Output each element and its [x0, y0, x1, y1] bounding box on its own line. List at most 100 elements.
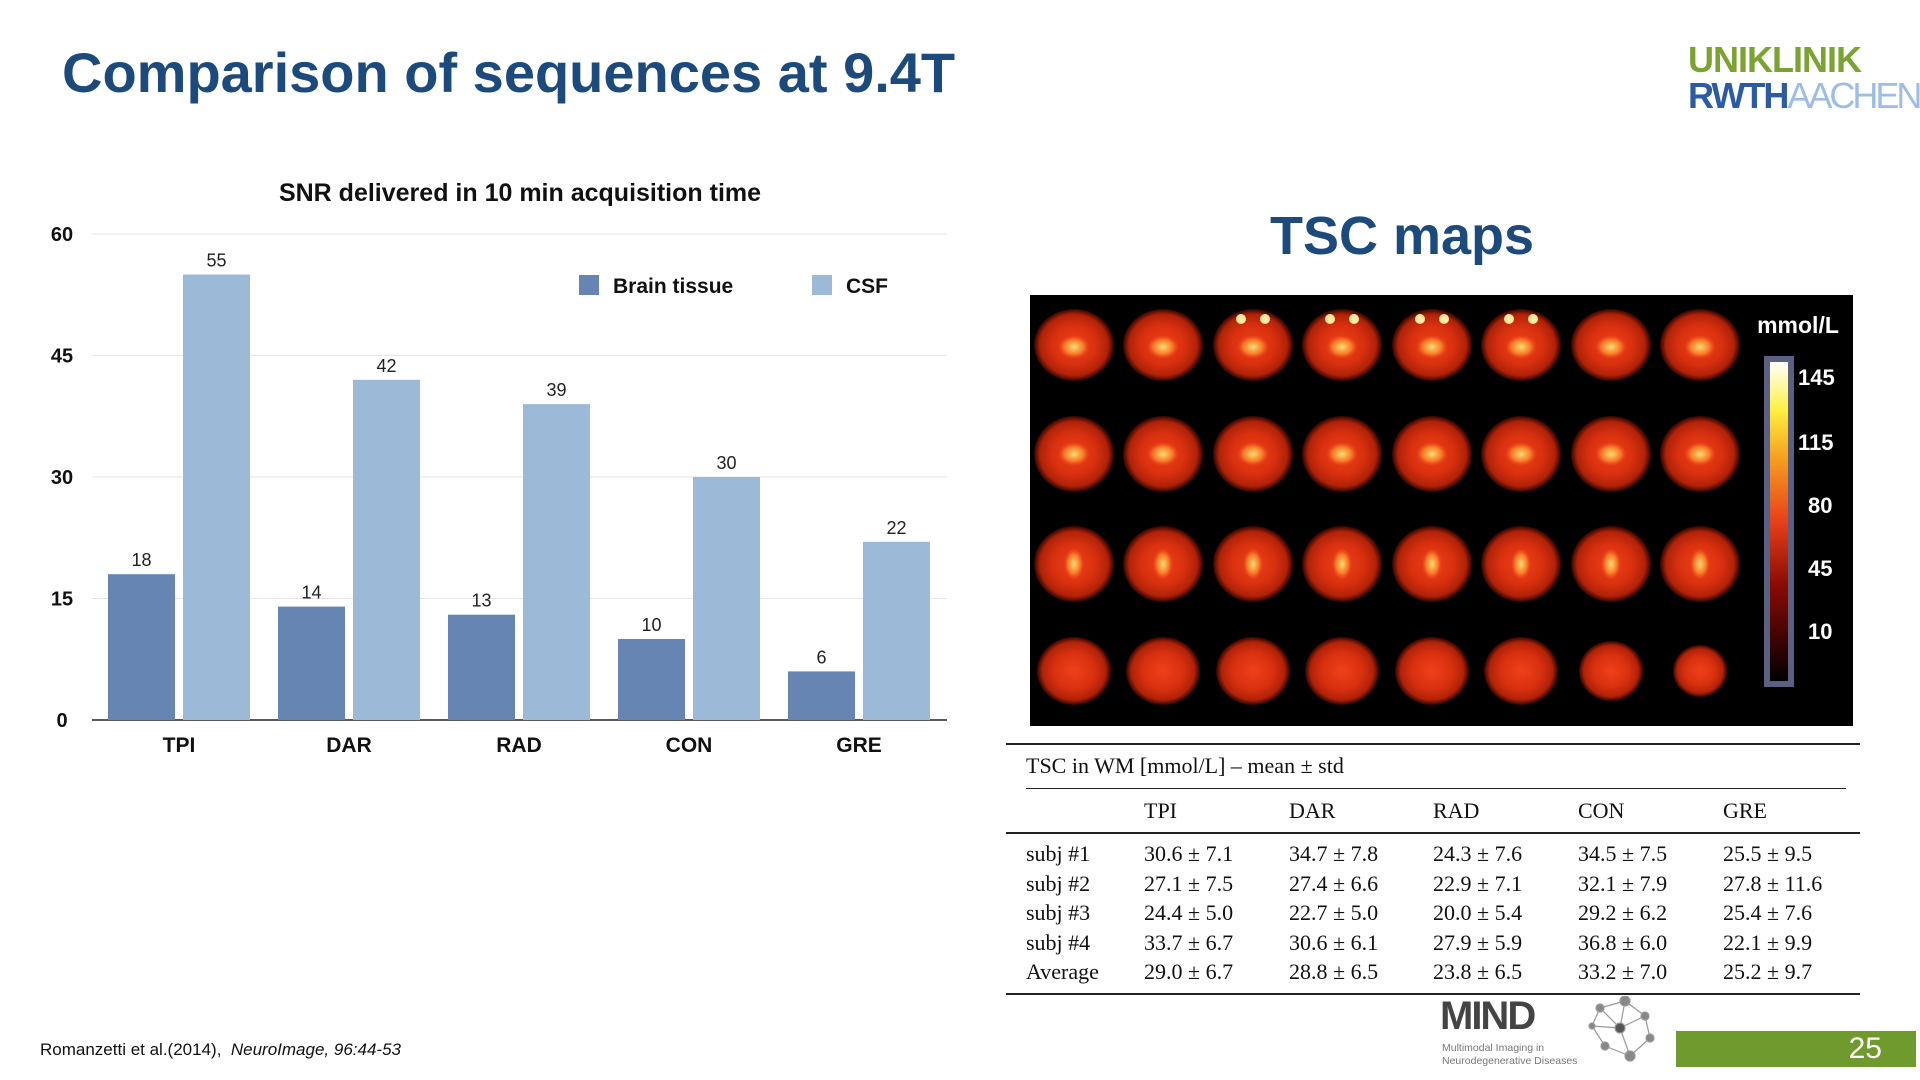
y-tick-label: 45: [51, 346, 73, 368]
bar-csf-dar: [353, 379, 420, 720]
data-label: 55: [206, 251, 226, 271]
bar-csf-con: [693, 477, 760, 720]
bar-csf-gre: [863, 541, 930, 720]
table-cell: 34.5 ± 7.5: [1578, 841, 1668, 866]
brain-hotspot: [1058, 442, 1090, 466]
table-cell: 23.8 ± 6.5: [1433, 959, 1523, 984]
colorbar-tick: 115: [1798, 430, 1834, 455]
data-label: 6: [816, 647, 826, 667]
brain-slice: [1037, 637, 1111, 705]
brain-hotspot: [1332, 548, 1352, 580]
legend-label: CSF: [846, 275, 888, 298]
table-cell: 27.4 ± 6.6: [1289, 870, 1379, 896]
colorbar: [1770, 362, 1788, 681]
eye-hotspot: [1439, 314, 1449, 324]
table-cell: 25.5 ± 9.5: [1723, 841, 1813, 866]
row-label: Average: [1026, 959, 1099, 984]
snr-bar-chart: SNR delivered in 10 min acquisition time…: [51, 179, 947, 757]
brain-slice: [1484, 637, 1558, 705]
column-header: GRE: [1723, 798, 1767, 823]
brain-hotspot: [1153, 548, 1173, 580]
brain-hotspot: [1505, 335, 1537, 359]
table-cell: 29.0 ± 6.7: [1144, 959, 1234, 984]
table-cell: 34.7 ± 7.8: [1289, 841, 1379, 866]
brain-hotspot: [1147, 442, 1179, 466]
brain-hotspot: [1237, 335, 1269, 359]
column-header: RAD: [1433, 798, 1480, 823]
brain-hotspot: [1064, 548, 1084, 580]
table-cell: 33.7 ± 6.7: [1144, 929, 1234, 955]
bar-csf-tpi: [183, 274, 250, 720]
mind-logo: MIND Multimodal Imaging in Neurodegenerat…: [1440, 996, 1655, 1074]
brain-hotspot: [1416, 442, 1448, 466]
y-tick-label: 15: [51, 589, 73, 611]
brain-hotspot: [1326, 442, 1358, 466]
bar-brain-tissue-rad: [448, 614, 515, 720]
data-label: 22: [886, 518, 906, 538]
table-cell: 36.8 ± 6.0: [1578, 929, 1668, 955]
uniklinik-rwth-aachen-logo: UNIKLINIK RWTHAACHEN: [1688, 39, 1920, 114]
table-cell: 25.4 ± 7.6: [1723, 900, 1813, 925]
brain-hotspot: [1690, 548, 1710, 580]
x-tick-label: GRE: [836, 734, 882, 757]
brain-slice: [1305, 637, 1379, 705]
colorbar-unit: mmol/L: [1757, 312, 1839, 338]
table-caption: TSC in WM [mmol/L] – mean ± std: [1026, 753, 1344, 778]
data-label: 13: [471, 591, 491, 611]
brain-hotspot: [1422, 548, 1442, 580]
eye-hotspot: [1349, 314, 1359, 324]
brain-slice: [1579, 641, 1643, 701]
data-label: 14: [301, 583, 321, 603]
brain-hotspot: [1058, 335, 1090, 359]
brain-hotspot: [1601, 548, 1621, 580]
eye-hotspot: [1236, 314, 1246, 324]
table-cell: 27.8 ± 11.6: [1723, 870, 1823, 896]
eye-hotspot: [1528, 314, 1538, 324]
column-header: TPI: [1144, 798, 1177, 823]
logo-aachen: AACHEN: [1787, 75, 1920, 116]
brain-hotspot: [1237, 442, 1269, 466]
table-cell: 24.4 ± 5.0: [1144, 900, 1234, 925]
tsc-maps-title: TSC maps: [1269, 206, 1535, 266]
chart-legend: Brain tissue CSF: [579, 275, 888, 298]
eye-hotspot: [1325, 314, 1335, 324]
column-header: DAR: [1289, 798, 1336, 823]
brain-hotspot: [1684, 335, 1716, 359]
table-cell: 30.6 ± 6.1: [1289, 929, 1379, 955]
table-cell: 20.0 ± 5.4: [1433, 900, 1523, 925]
bar-brain-tissue-dar: [278, 606, 345, 720]
eye-hotspot: [1504, 314, 1514, 324]
table-cell: 32.1 ± 7.9: [1578, 870, 1668, 896]
table-cell: 33.2 ± 7.0: [1578, 959, 1668, 984]
x-tick-label: RAD: [496, 734, 542, 757]
brain-hotspot: [1511, 548, 1531, 580]
tsc-map-image: mmol/L 145 115 80 45 10: [1030, 295, 1853, 726]
brain-slice: [1673, 645, 1727, 697]
bar-brain-tissue-gre: [788, 671, 855, 720]
data-label: 18: [131, 550, 151, 570]
table-cell: 29.2 ± 6.2: [1578, 900, 1668, 925]
brain-hotspot: [1595, 442, 1627, 466]
brain-slice: [1126, 637, 1200, 705]
logo-line1: UNIKLINIK: [1688, 39, 1862, 80]
x-tick-label: DAR: [326, 734, 372, 757]
table-cell: 27.1 ± 7.5: [1144, 870, 1234, 896]
y-tick-label: 0: [56, 710, 67, 732]
table-cell: 27.9 ± 5.9: [1433, 929, 1523, 955]
brain-hotspot: [1416, 335, 1448, 359]
data-label: 39: [546, 380, 566, 400]
mind-logo-line1: Multimodal Imaging in: [1442, 1042, 1545, 1054]
row-label: subj #2: [1026, 870, 1091, 896]
brain-hotspot: [1684, 442, 1716, 466]
brain-hotspot: [1505, 442, 1537, 466]
brain-slice: [1216, 637, 1290, 705]
citation-journal: NeuroImage, 96:44-53: [230, 1040, 401, 1059]
page-number: 25: [1676, 1031, 1916, 1067]
legend-swatch: [812, 275, 832, 295]
data-label: 30: [716, 453, 736, 473]
column-header: CON: [1578, 798, 1625, 823]
citation: Romanzetti et al.(2014), NeuroImage, 96:…: [40, 1040, 401, 1060]
x-tick-label: CON: [666, 734, 713, 757]
colorbar-tick: 80: [1808, 493, 1832, 518]
brain-slice: [1395, 637, 1469, 705]
